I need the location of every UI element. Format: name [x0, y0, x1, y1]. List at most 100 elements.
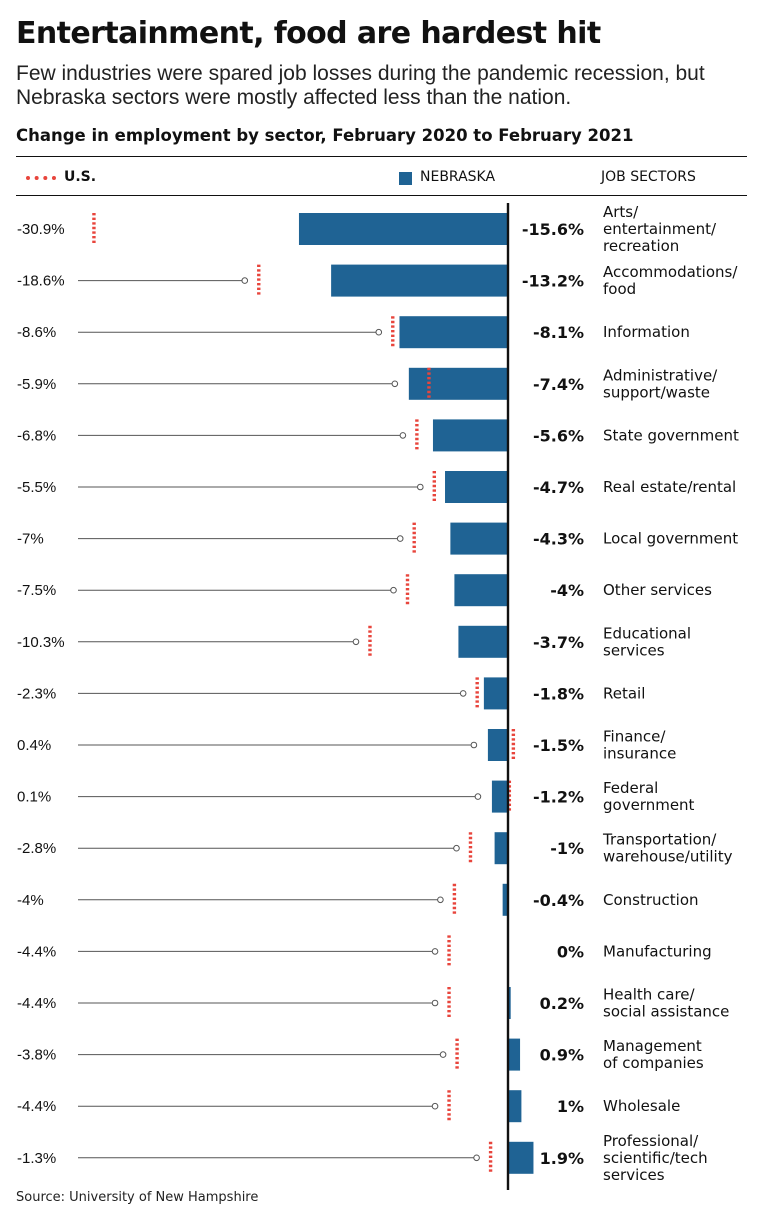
legend-nebraska-label: NEBRASKA — [420, 169, 496, 185]
sector-label: Manufacturing — [603, 942, 712, 960]
sector-label: government — [603, 796, 695, 814]
nebraska-bar — [491, 780, 508, 813]
sector-label: Local government — [603, 530, 738, 548]
nebraska-bar — [445, 471, 508, 503]
sector-label: State government — [603, 426, 739, 444]
nebraska-value-label: -7.4% — [533, 375, 584, 394]
leader-marker — [437, 896, 444, 904]
sector-label: Accommodations/ — [603, 263, 738, 281]
us-value-label: -8.6% — [17, 324, 56, 341]
nebraska-value-label: -4.3% — [533, 530, 584, 549]
nebraska-bar — [508, 1038, 521, 1071]
nebraska-bar — [450, 522, 508, 555]
sector-label: Management — [603, 1037, 702, 1055]
sector-label: Health care/ — [603, 986, 696, 1004]
nebraska-bar — [298, 213, 508, 245]
us-value-label: 0.1% — [17, 789, 51, 806]
nebraska-value-label: -1.5% — [533, 736, 584, 755]
nebraska-value-label: 0.2% — [540, 994, 584, 1013]
nebraska-value-label: -5.6% — [533, 426, 584, 445]
sector-label: Real estate/rental — [603, 478, 736, 496]
nebraska-value-label: 0.9% — [540, 1046, 584, 1065]
sector-label: Retail — [603, 684, 645, 702]
chart-subtitle: Few industries were spared job losses du… — [16, 62, 705, 109]
sector-label: Arts/ — [603, 203, 639, 221]
legend-sectors-header: JOB SECTORS — [601, 169, 696, 185]
leader-marker — [473, 1154, 480, 1162]
leader-marker — [241, 277, 249, 284]
us-value-label: -10.3% — [17, 634, 65, 651]
legend-us-swatch — [26, 176, 56, 180]
sector-label: Construction — [603, 891, 699, 909]
leader-marker — [399, 432, 407, 439]
leader-marker — [431, 1102, 439, 1110]
sector-label: services — [603, 1166, 665, 1184]
leader-marker — [431, 999, 439, 1007]
leader-marker — [417, 483, 424, 491]
leader-marker — [453, 844, 460, 852]
us-value-label: -3.8% — [17, 1047, 56, 1064]
nebraska-value-label: 1% — [557, 1097, 584, 1116]
us-value-label: -5.5% — [17, 479, 56, 496]
source-note: Source: University of New Hampshire — [16, 1190, 259, 1205]
us-value-label: -30.9% — [17, 221, 65, 238]
leader-marker — [352, 638, 360, 646]
nebraska-value-label: -0.4% — [533, 891, 584, 910]
us-value-label: 0.4% — [17, 737, 51, 754]
us-value-label: -1.3% — [17, 1150, 56, 1167]
nebraska-value-label: -4.7% — [533, 478, 584, 497]
us-value-label: -4% — [17, 892, 44, 909]
nebraska-value-label: -8.1% — [533, 323, 584, 342]
chart-heading: Change in employment by sector, February… — [16, 126, 634, 145]
sector-label: Federal — [603, 779, 658, 797]
sector-label: of companies — [603, 1054, 704, 1072]
nebraska-bar — [331, 264, 508, 297]
nebraska-bar — [454, 574, 508, 607]
sector-label: social assistance — [603, 1003, 729, 1021]
nebraska-bar — [487, 729, 508, 761]
us-value-label: -6.8% — [17, 427, 56, 444]
nebraska-bar — [508, 1090, 522, 1123]
nebraska-value-label: -13.2% — [522, 272, 584, 291]
us-value-label: -4.4% — [17, 1098, 56, 1115]
nebraska-bar — [508, 1141, 534, 1174]
leader-marker — [474, 793, 482, 800]
sector-label: Other services — [603, 581, 712, 599]
nebraska-value-label: 1.9% — [540, 1149, 584, 1168]
sector-label: services — [603, 641, 665, 659]
legend-rule — [16, 195, 747, 196]
leader-marker — [375, 328, 383, 336]
sector-label: recreation — [603, 237, 679, 255]
top-rule — [16, 156, 747, 157]
leader-marker — [470, 741, 478, 749]
sector-label: Educational — [603, 624, 691, 642]
us-value-label: -7.5% — [17, 582, 56, 599]
sector-label: food — [603, 280, 636, 298]
sector-label: support/waste — [603, 383, 710, 401]
us-value-label: -4.4% — [17, 995, 56, 1012]
sector-label: Information — [603, 323, 690, 341]
us-value-label: -2.8% — [17, 840, 56, 857]
chart-title: Entertainment, food are hardest hit — [16, 16, 601, 51]
us-value-label: -18.6% — [17, 273, 65, 290]
us-value-label: -5.9% — [17, 376, 56, 393]
employment-change-chart: -30.9% -15.6% Arts/entertainment/recreatio… — [17, 203, 739, 1190]
leader-marker — [396, 535, 404, 542]
leader-marker — [439, 1051, 447, 1058]
leader-marker — [391, 380, 399, 388]
us-value-label: -7% — [17, 531, 44, 548]
sector-label: entertainment/ — [603, 220, 717, 238]
leader-marker — [459, 690, 467, 697]
us-value-label: -2.3% — [17, 685, 56, 702]
sector-label: Administrative/ — [603, 366, 718, 384]
nebraska-value-label: -15.6% — [522, 220, 584, 239]
leader-marker — [390, 586, 397, 594]
nebraska-value-label: 0% — [557, 942, 584, 961]
sector-label: insurance — [603, 745, 676, 763]
sector-label: scientific/tech — [603, 1149, 708, 1167]
sector-label: warehouse/utility — [603, 848, 733, 866]
sector-label: Finance/ — [603, 728, 666, 746]
sector-label: Transportation/ — [602, 831, 717, 849]
nebraska-bar — [508, 987, 511, 1019]
nebraska-bar — [483, 677, 508, 710]
